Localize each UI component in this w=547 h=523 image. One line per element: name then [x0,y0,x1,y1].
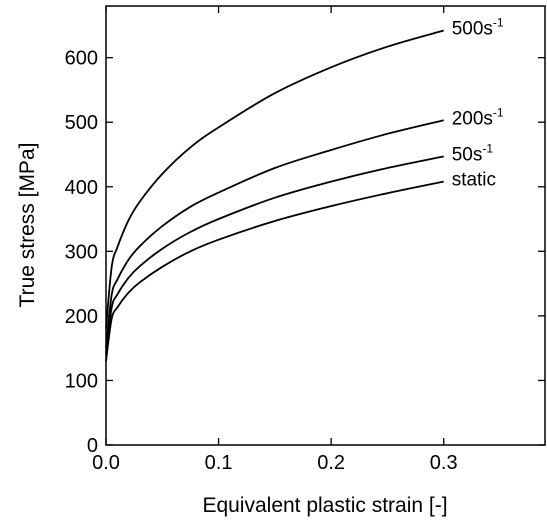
series-label-exponent: -1 [482,141,493,155]
x-tick-label: 0.3 [430,452,458,474]
y-tick-label: 400 [65,177,98,199]
series-label-3: 200s-1 [452,105,504,129]
x-axis-title: Equivalent plastic strain [-] [202,494,447,517]
y-axis-title: True stress [MPa] [16,143,39,308]
y-tick-label: 500 [65,112,98,134]
series-line-4 [105,29,444,329]
series-label-4: 500s-1 [452,16,504,40]
x-tick-label: 0.0 [92,452,120,474]
series-label-2: 50s-1 [452,141,494,165]
series-line-1 [105,180,444,362]
x-tick-label: 0.1 [205,452,233,474]
y-tick-label: 100 [65,370,98,392]
y-tick-label: 600 [65,48,98,70]
series-label-1: static [452,170,496,191]
series-labels: static 50s-1 200s-1 500s-1 [452,16,504,191]
series-curves [105,29,444,362]
series-label-exponent: -1 [493,105,504,119]
series-line-3 [105,119,444,349]
series-line-2 [105,155,444,355]
y-tick-label: 0 [87,435,98,457]
y-tick-label: 200 [65,306,98,328]
series-label-exponent: -1 [493,16,504,30]
x-tick-label: 0.2 [317,452,345,474]
plot-frame [105,5,546,446]
y-tick-label: 300 [65,241,98,263]
axis-tick-labels: 0.0 0.1 0.2 0.3 0 100 200 300 400 500 600 [65,48,458,474]
axis-ticks [105,6,545,446]
